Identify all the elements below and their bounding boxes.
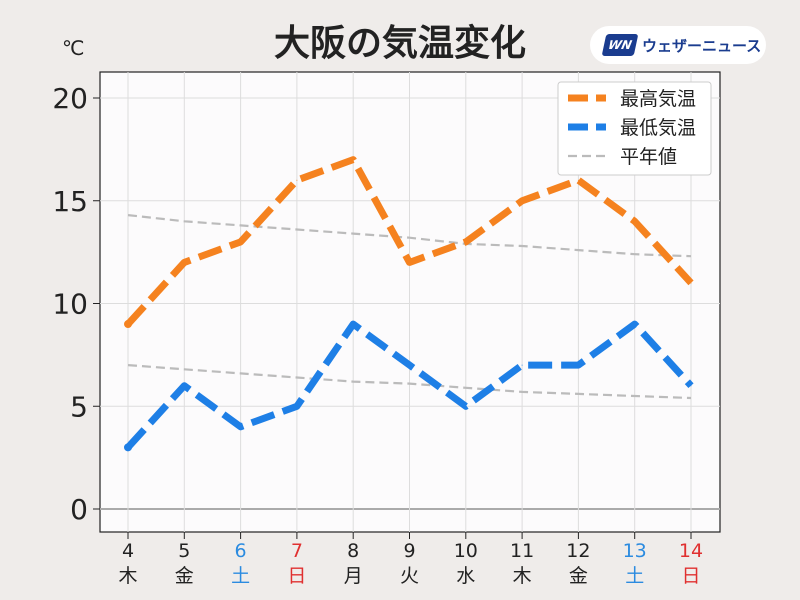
series-line-normal bbox=[127, 214, 692, 258]
y-tick-label: 10 bbox=[52, 288, 88, 321]
y-tick-label: 15 bbox=[52, 185, 88, 218]
x-tick-label-weekday: 金 bbox=[175, 565, 194, 587]
data-point-max bbox=[521, 200, 523, 202]
x-tick-label-day: 10 bbox=[454, 540, 478, 562]
legend-label: 平年値 bbox=[620, 146, 677, 168]
y-tick-label: 0 bbox=[70, 493, 88, 526]
data-point-max bbox=[296, 179, 298, 181]
data-point-min bbox=[465, 405, 467, 407]
legend-label: 最低気温 bbox=[620, 117, 696, 139]
data-point-max bbox=[183, 261, 185, 263]
x-tick-label-weekday: 水 bbox=[456, 565, 475, 587]
x-tick-label-weekday: 月 bbox=[344, 565, 363, 587]
x-tick-label-day: 14 bbox=[679, 540, 703, 562]
x-tick-label-day: 13 bbox=[623, 540, 647, 562]
x-tick-label-weekday: 木 bbox=[118, 565, 137, 587]
x-tick-label-day: 8 bbox=[347, 540, 359, 562]
data-point-max bbox=[690, 282, 692, 284]
weathernews-logo: WN ウェザーニュース bbox=[590, 26, 766, 64]
data-point-min bbox=[521, 364, 523, 366]
x-tick-label-weekday: 日 bbox=[681, 565, 700, 587]
x-tick-label-day: 11 bbox=[510, 540, 534, 562]
x-tick-label-weekday: 金 bbox=[569, 565, 588, 587]
data-point-max bbox=[577, 179, 579, 181]
legend-label: 最高気温 bbox=[620, 88, 696, 110]
x-tick-label-weekday: 火 bbox=[400, 565, 419, 587]
data-point-min bbox=[690, 385, 692, 387]
data-point-max bbox=[352, 159, 354, 161]
chart-title: 大阪の気温変化 bbox=[273, 23, 526, 64]
series-line-normal bbox=[127, 364, 692, 400]
x-tick-label-weekday: 日 bbox=[287, 565, 306, 587]
data-point-min bbox=[409, 364, 410, 366]
data-point-min bbox=[240, 426, 242, 428]
data-point-min bbox=[124, 443, 132, 452]
data-point-min bbox=[183, 385, 185, 387]
data-point-max bbox=[124, 320, 132, 329]
x-tick-label-day: 6 bbox=[235, 540, 247, 562]
x-tick-label-day: 5 bbox=[178, 540, 190, 562]
x-tick-label-day: 4 bbox=[122, 540, 134, 562]
data-point-max bbox=[409, 261, 410, 263]
data-point-min bbox=[634, 323, 636, 325]
x-tick-label-day: 12 bbox=[566, 540, 590, 562]
y-tick-label: 20 bbox=[52, 82, 88, 115]
legend-box bbox=[557, 81, 712, 176]
data-point-max bbox=[240, 241, 242, 243]
data-point-min bbox=[296, 405, 298, 407]
data-point-min bbox=[352, 323, 354, 325]
y-tick-label: 5 bbox=[70, 390, 88, 423]
x-tick-label-weekday: 土 bbox=[231, 565, 250, 587]
x-tick-label-day: 9 bbox=[403, 540, 415, 562]
data-point-max bbox=[465, 241, 467, 243]
data-point-min bbox=[577, 364, 579, 366]
x-tick-label-weekday: 木 bbox=[513, 565, 532, 587]
data-point-max bbox=[634, 220, 636, 222]
x-tick-label-weekday: 土 bbox=[625, 565, 644, 587]
y-axis-unit: ℃ bbox=[62, 36, 85, 60]
x-tick-label-day: 7 bbox=[291, 540, 303, 562]
brand-name: ウェザーニュース bbox=[642, 36, 762, 55]
